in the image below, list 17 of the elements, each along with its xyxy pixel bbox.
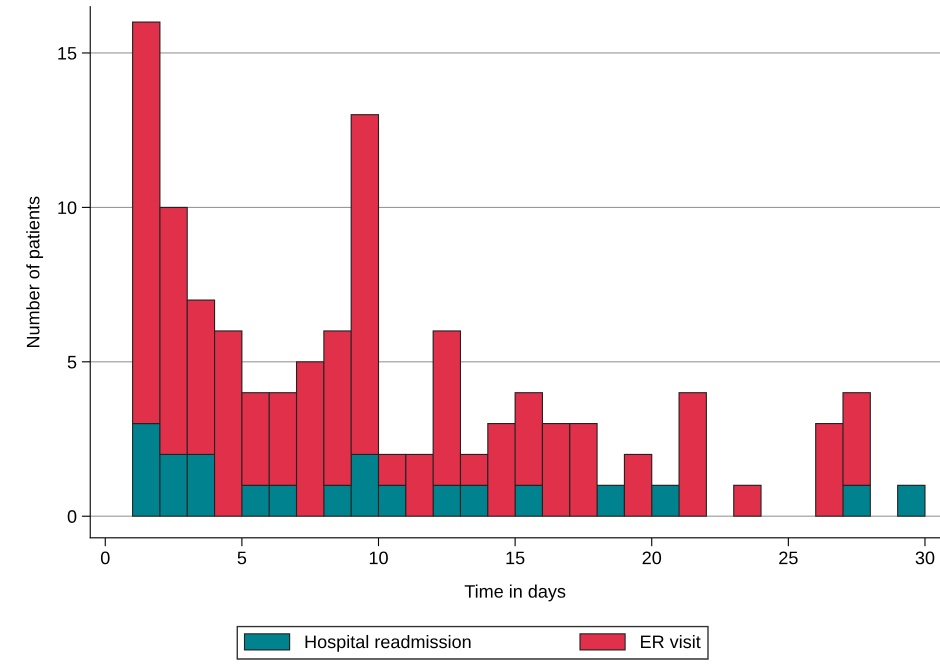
x-tick-label: 20	[642, 552, 662, 564]
y-tick-label: 0	[68, 510, 76, 523]
x-tick-label: 30	[916, 552, 934, 564]
x-tick-label: 25	[779, 552, 798, 564]
y-axis-title: Number of patients	[26, 196, 44, 348]
bar	[897, 484, 926, 517]
legend-label: ER visit	[641, 634, 701, 648]
x-tick-label: 10	[370, 552, 388, 564]
bar	[733, 484, 762, 517]
y-tick-label: 10	[58, 201, 76, 214]
x-tick-label: 5	[238, 552, 246, 564]
y-tick-label: 5	[68, 356, 76, 369]
legend-label: Hospital readmission	[306, 634, 470, 652]
x-tick-label: 15	[506, 552, 524, 564]
y-tick-label: 15	[58, 47, 76, 60]
x-axis-title: Time in days	[464, 584, 566, 602]
x-tick-label: 0	[100, 552, 110, 564]
